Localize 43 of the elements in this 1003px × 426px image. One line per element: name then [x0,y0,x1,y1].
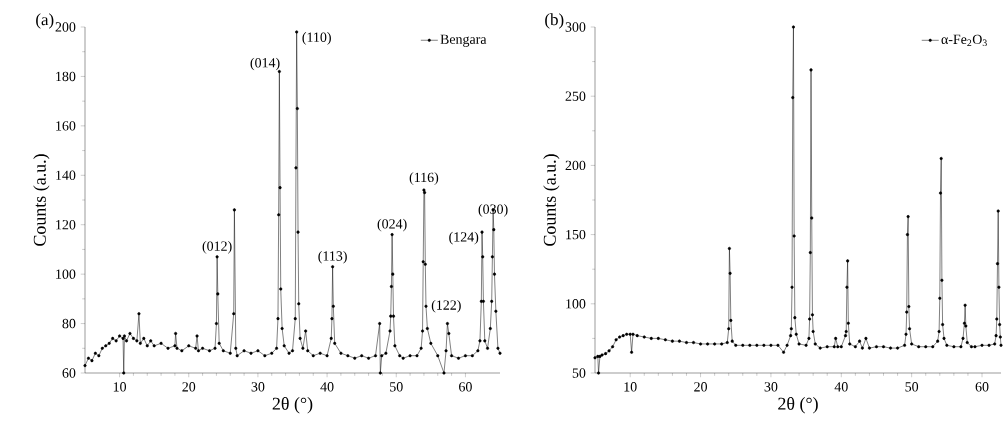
x-tick-label: 60 [459,382,472,392]
x-tick-label: 40 [834,382,848,392]
annotation: (116) [409,172,439,185]
annotation: (030) [478,204,508,217]
x-tick-label: 40 [320,382,334,392]
chart-title: (a) [36,13,54,29]
y-axis-title: Counts (a.u.) [543,154,560,246]
legend-label: Bengara [440,34,487,47]
y-tick-label: 100 [566,299,586,309]
y-tick-label: 150 [566,229,586,240]
y-tick-label: 200 [55,22,76,32]
x-tick-label: 50 [390,382,403,392]
y-tick-label: 100 [56,269,76,279]
y-tick-label: 200 [565,160,586,171]
x-tick-label: 50 [905,382,919,392]
y-tick-label: 140 [56,170,76,180]
y-tick-label: 300 [565,22,586,32]
y-axis-title: Counts (a.u.) [33,154,50,246]
y-tick-label: 250 [565,91,586,101]
x-axis-title: 2θ (°) [778,397,818,414]
annotation: (124) [449,231,479,245]
y-tick-label: 60 [62,368,76,378]
annotation: (012) [202,240,232,254]
y-tick-label: 180 [56,71,76,82]
y-tick-label: 120 [56,220,76,230]
x-tick-label: 20 [182,382,196,392]
x-tick-label: 60 [975,382,989,392]
x-axis-title: 2θ (°) [272,397,313,414]
chart-title: (b) [545,13,564,29]
annotation: (014) [250,57,280,71]
annotation: (122) [431,299,461,313]
legend-label: α-Fe$_{2}$O$_{3}$ [941,34,987,47]
annotation: (113) [318,250,347,264]
y-tick-label: 80 [62,318,76,329]
x-tick-label: 30 [251,382,265,392]
x-tick-label: 30 [764,382,778,392]
x-tick-label: 10 [624,382,637,392]
y-tick-label: 160 [56,121,76,131]
x-tick-label: 10 [113,382,127,392]
annotation: (024) [377,218,407,232]
y-tick-label: 50 [572,368,586,378]
annotation: (110) [302,32,331,45]
x-tick-label: 20 [694,382,707,392]
